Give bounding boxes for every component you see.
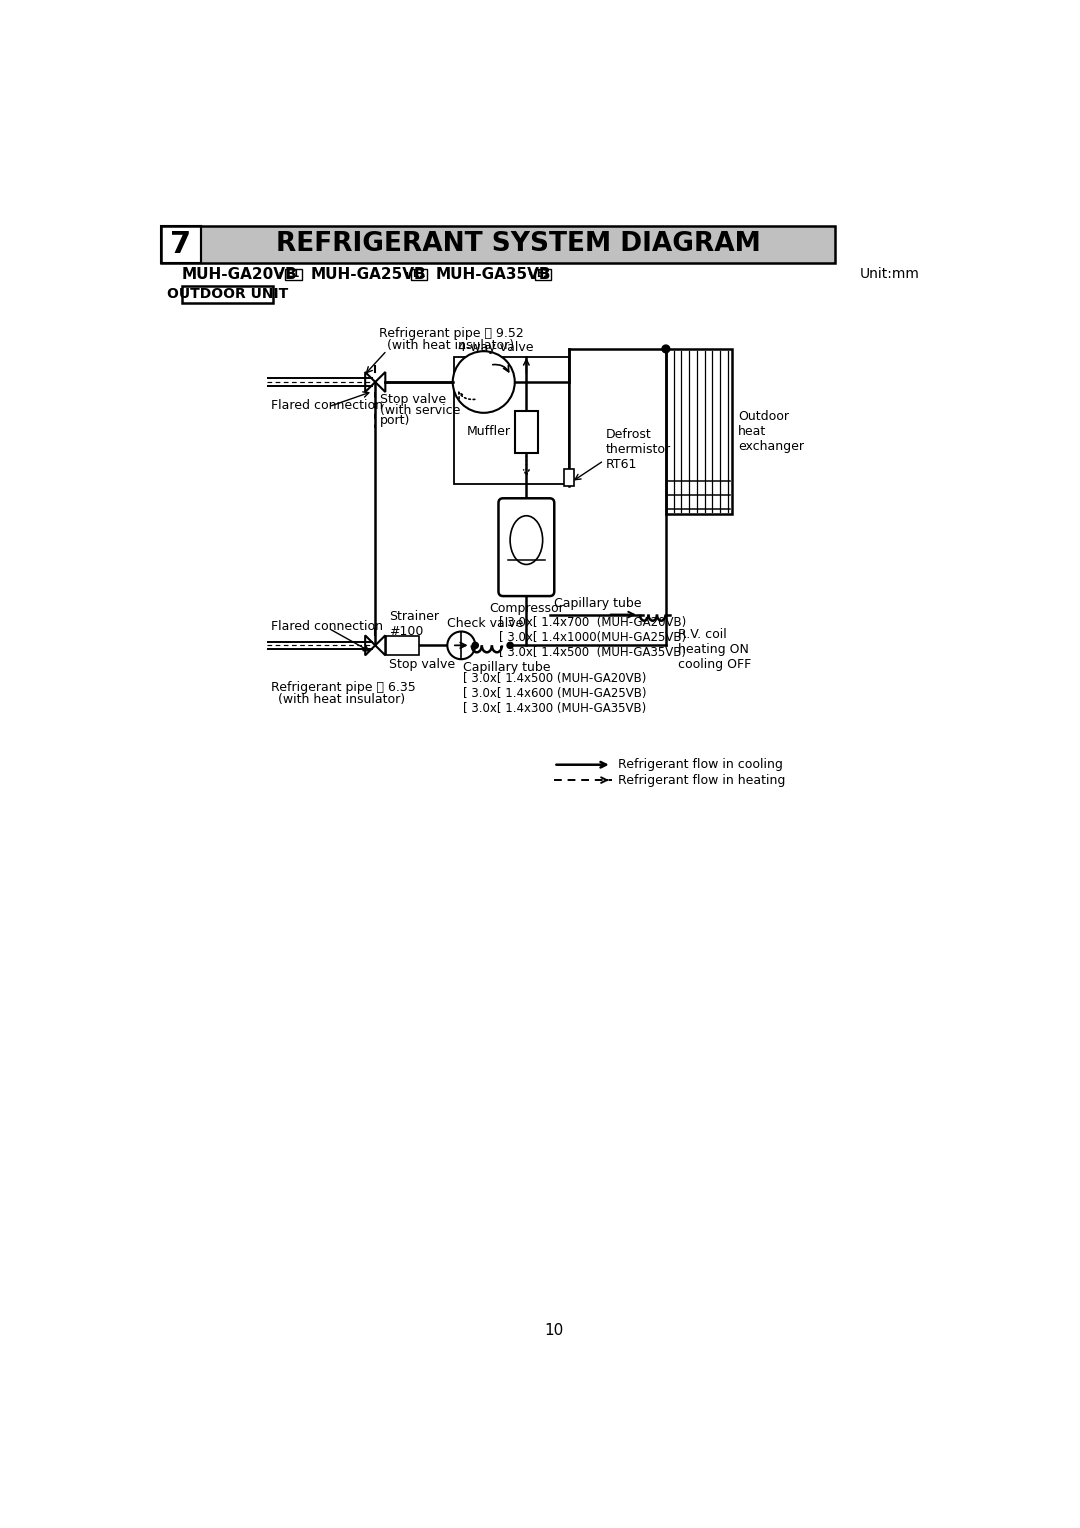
Text: port): port) — [380, 414, 410, 428]
FancyBboxPatch shape — [499, 498, 554, 596]
Circle shape — [507, 642, 513, 648]
Text: Check valve: Check valve — [447, 617, 524, 630]
Bar — [565, 469, 573, 486]
Text: ·: · — [527, 267, 534, 281]
Text: Stop valve: Stop valve — [389, 657, 456, 671]
Text: MUH-GA25VB: MUH-GA25VB — [310, 267, 426, 281]
Text: Compressor: Compressor — [489, 602, 564, 616]
Bar — [285, 269, 301, 280]
Text: R.V. coil
heating ON
cooling OFF: R.V. coil heating ON cooling OFF — [677, 628, 751, 671]
Text: Unit:mm: Unit:mm — [860, 267, 919, 281]
Text: E1: E1 — [536, 269, 550, 280]
Text: E1: E1 — [411, 269, 426, 280]
Text: (with heat insulator): (with heat insulator) — [279, 692, 405, 706]
Ellipse shape — [510, 516, 542, 564]
Text: Outdoor
heat
exchanger: Outdoor heat exchanger — [738, 410, 804, 454]
Text: 7: 7 — [171, 229, 191, 258]
Text: 4-way valve: 4-way valve — [458, 341, 534, 354]
Text: Strainer
#100: Strainer #100 — [389, 610, 440, 637]
Text: Flared connection: Flared connection — [271, 399, 382, 411]
Text: Refrigerant flow in heating: Refrigerant flow in heating — [618, 773, 785, 787]
Text: Capillary tube: Capillary tube — [463, 660, 551, 674]
Text: Defrost
thermistor
RT61: Defrost thermistor RT61 — [606, 428, 672, 471]
Polygon shape — [365, 636, 375, 656]
Bar — [410, 269, 428, 280]
Bar — [161, 226, 835, 263]
Text: E1: E1 — [286, 269, 300, 280]
Polygon shape — [365, 371, 375, 393]
Text: (with heat insulator): (with heat insulator) — [387, 339, 514, 351]
Polygon shape — [375, 371, 386, 393]
Text: ·: · — [404, 267, 409, 281]
Bar — [201, 226, 835, 263]
Text: Refrigerant flow in cooling: Refrigerant flow in cooling — [618, 758, 783, 772]
Bar — [161, 226, 201, 263]
Polygon shape — [375, 636, 386, 656]
Text: Refrigerant pipe 【 9.52: Refrigerant pipe 【 9.52 — [379, 327, 524, 341]
Text: [ 3.0x[ 1.4x700  (MUH-GA20VB)
[ 3.0x[ 1.4x1000(MUH-GA25VB)
[ 3.0x[ 1.4x500  (MUH: [ 3.0x[ 1.4x700 (MUH-GA20VB) [ 3.0x[ 1.4… — [499, 616, 687, 659]
Bar — [387, 636, 419, 654]
Bar — [535, 269, 551, 280]
Circle shape — [447, 631, 475, 659]
Text: Stop valve: Stop valve — [380, 393, 446, 406]
Bar — [666, 348, 732, 515]
Text: Muffler: Muffler — [467, 425, 511, 439]
Bar — [181, 286, 273, 303]
Text: Flared connection: Flared connection — [271, 620, 382, 634]
Text: (with service: (with service — [380, 403, 460, 417]
Text: Refrigerant pipe 【 6.35: Refrigerant pipe 【 6.35 — [271, 681, 416, 694]
Circle shape — [662, 345, 670, 353]
Text: [ 3.0x[ 1.4x500 (MUH-GA20VB)
[ 3.0x[ 1.4x600 (MUH-GA25VB)
[ 3.0x[ 1.4x300 (MUH-G: [ 3.0x[ 1.4x500 (MUH-GA20VB) [ 3.0x[ 1.4… — [463, 671, 646, 715]
Circle shape — [472, 642, 478, 648]
Bar — [515, 411, 538, 452]
Bar — [455, 356, 569, 484]
Text: MUH-GA35VB: MUH-GA35VB — [435, 267, 551, 281]
Text: OUTDOOR UNIT: OUTDOOR UNIT — [166, 287, 288, 301]
Text: Capillary tube: Capillary tube — [554, 596, 642, 610]
Text: 10: 10 — [544, 1323, 563, 1339]
Circle shape — [453, 351, 515, 413]
Text: MUH-GA20VB: MUH-GA20VB — [181, 267, 297, 281]
Text: ·: · — [278, 267, 284, 281]
Text: REFRIGERANT SYSTEM DIAGRAM: REFRIGERANT SYSTEM DIAGRAM — [276, 231, 761, 257]
